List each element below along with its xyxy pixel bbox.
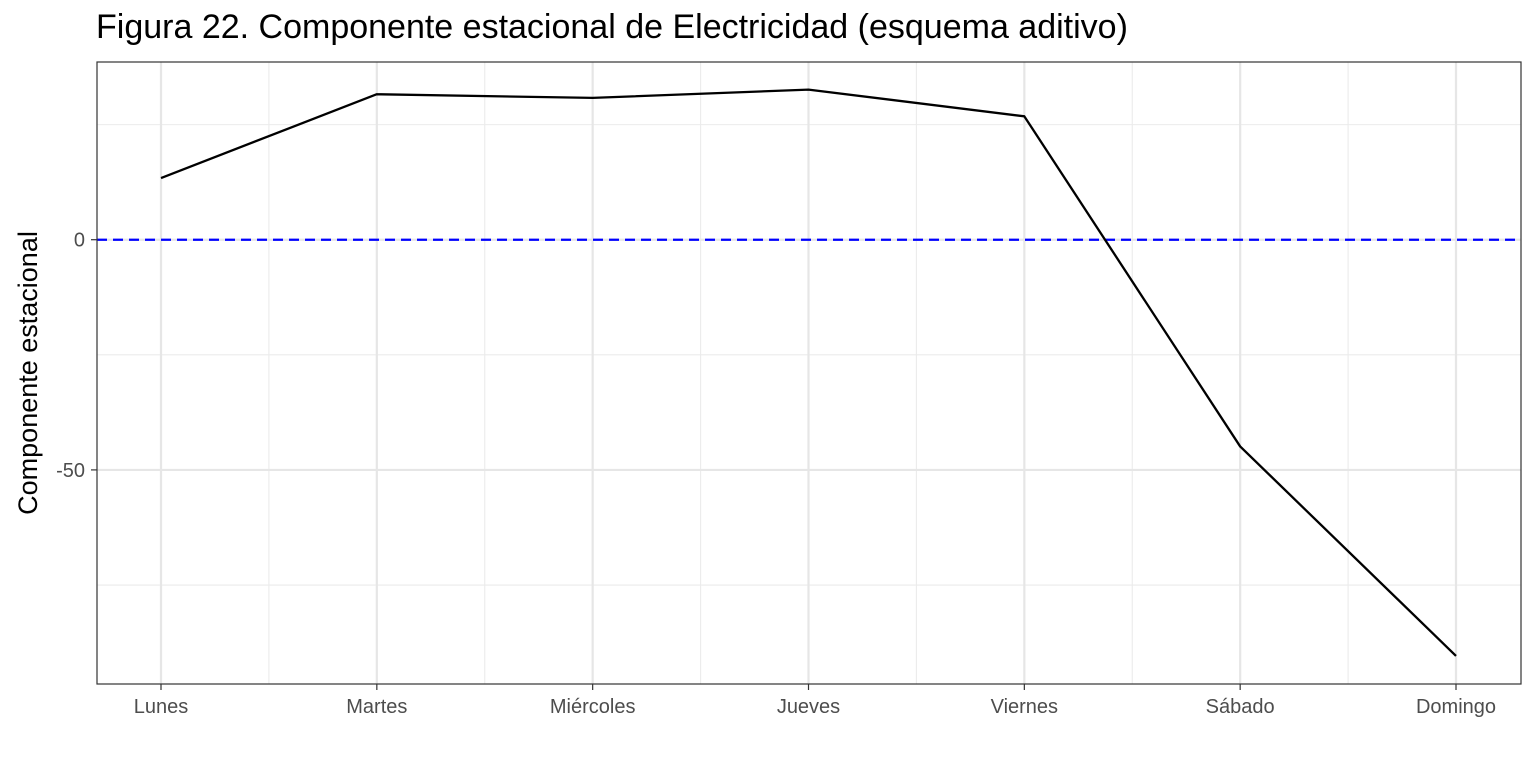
x-tick-label: Lunes [134, 696, 189, 718]
x-tick-label: Miércoles [550, 696, 636, 718]
x-axis: Lunes Martes Miércoles Jueves Viernes Sábado D… [134, 684, 1496, 718]
y-axis: 0 -50 [56, 230, 97, 482]
series-group [160, 88, 1457, 657]
x-tick-label: Jueves [777, 696, 840, 718]
x-tick-label: Domingo [1416, 696, 1496, 718]
y-axis-title: Componente estacional [13, 231, 43, 515]
x-tick-label: Martes [346, 696, 407, 718]
y-tick-label: 0 [74, 230, 85, 252]
x-tick-label: Sábado [1206, 696, 1275, 718]
series-line-0 [160, 88, 1457, 657]
grid [97, 62, 1521, 684]
y-tick-label: -50 [56, 460, 85, 482]
x-tick-label: Viernes [991, 696, 1058, 718]
chart-title: Figura 22. Componente estacional de Elec… [96, 8, 1128, 46]
